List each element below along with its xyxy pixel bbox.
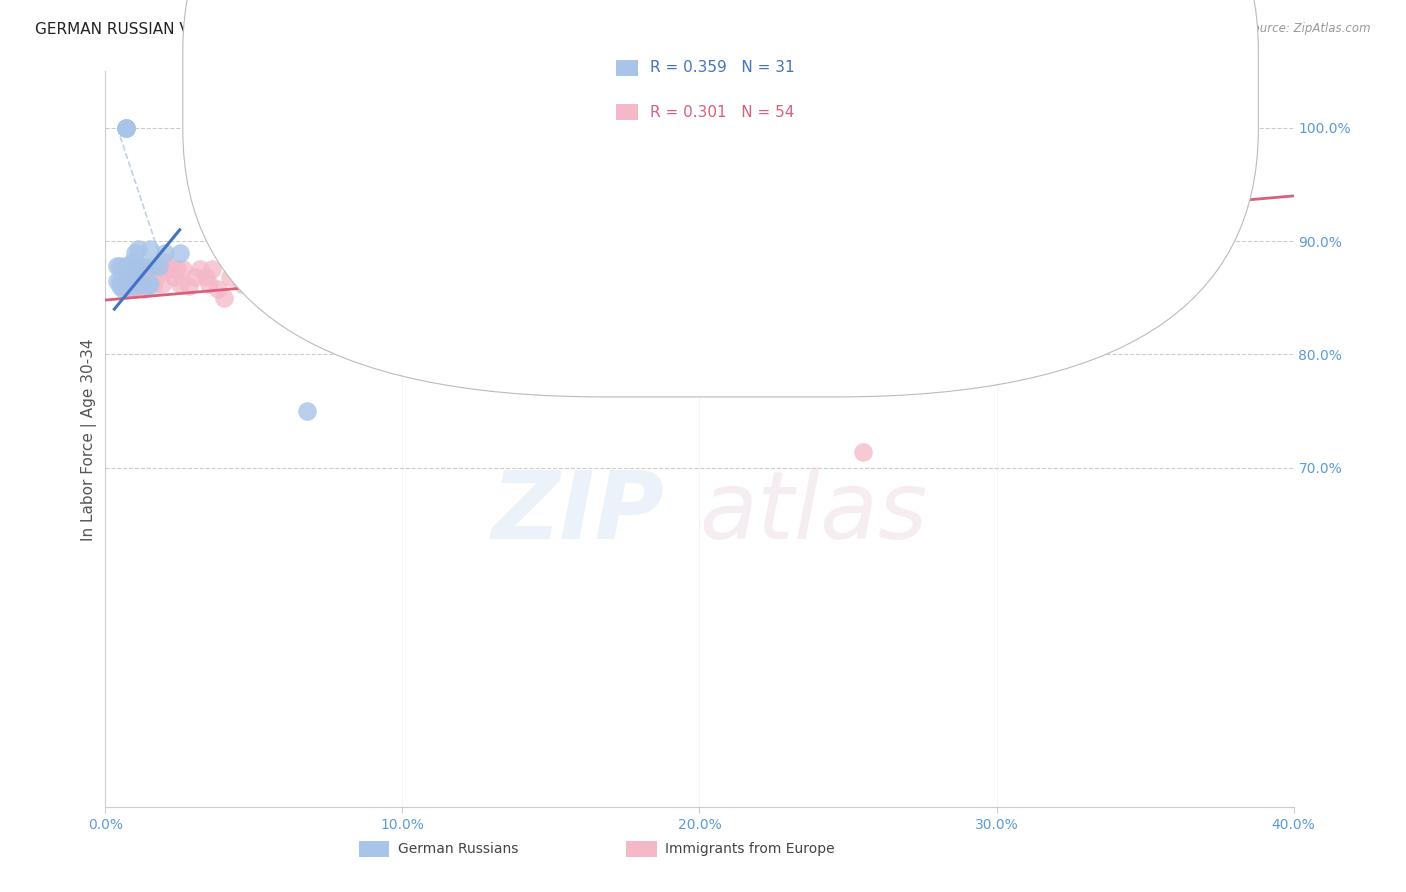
Point [121,262,143,277]
Point [110,259,132,273]
Text: Source: ZipAtlas.com: Source: ZipAtlas.com [1246,22,1371,36]
Point [124,245,146,260]
Point [115,120,138,135]
Point [105,274,128,288]
Point [159,262,181,277]
Point [243,262,266,277]
Point [297,404,319,418]
Point [177,279,200,293]
Text: GERMAN RUSSIAN VS IMMIGRANTS FROM EUROPE IN LABOR FORCE | AGE 30-34 CORRELATION : GERMAN RUSSIAN VS IMMIGRANTS FROM EUROPE… [35,22,818,38]
Point [121,254,143,268]
Point [207,282,229,296]
Point [852,444,875,458]
Point [153,245,176,260]
Point [124,282,146,296]
Text: ZIP: ZIP [491,467,664,559]
Point [115,259,138,273]
Point [273,270,295,285]
Point [150,277,173,292]
Y-axis label: In Labor Force | Age 30-34: In Labor Force | Age 30-34 [82,338,97,541]
Point [370,277,392,292]
Point [733,268,755,282]
Point [163,270,186,285]
Point [465,282,488,296]
Text: German Russians: German Russians [398,842,519,856]
Point [1149,120,1171,135]
Point [792,277,814,292]
Point [166,262,188,277]
Point [129,259,152,273]
Point [195,270,218,285]
Point [124,262,146,277]
Point [169,245,191,260]
Point [105,259,128,273]
Point [703,269,725,284]
Point [190,262,212,277]
Point [129,277,152,292]
Point [115,120,138,135]
Point [118,282,141,296]
Point [129,262,152,277]
Point [172,262,194,277]
Point [214,291,236,305]
Text: R = 0.301   N = 54: R = 0.301 N = 54 [650,105,794,120]
Point [118,277,141,292]
Point [115,277,138,292]
Point [614,270,637,285]
Point [112,282,135,296]
Point [142,259,165,273]
Text: atlas: atlas [700,467,928,558]
Point [115,120,138,135]
Point [121,270,143,285]
Text: R = 0.359   N = 31: R = 0.359 N = 31 [650,61,794,75]
Point [121,282,143,296]
Point [308,282,330,296]
Point [145,270,167,285]
Point [136,262,159,277]
Point [110,274,132,288]
Point [142,279,165,293]
Point [127,242,149,256]
Point [148,259,170,273]
Point [132,282,155,296]
Point [139,242,162,256]
Point [436,279,458,293]
Text: Immigrants from Europe: Immigrants from Europe [665,842,835,856]
Point [231,277,253,292]
Point [159,262,181,277]
Point [110,262,132,277]
Point [132,259,155,273]
Point [356,262,378,277]
Point [148,262,170,277]
Point [219,270,242,285]
Point [257,282,280,296]
Point [183,270,205,285]
Point [127,262,149,277]
Point [337,277,360,292]
Point [169,277,191,292]
Point [287,277,309,292]
Point [198,277,221,292]
Point [139,270,162,285]
Point [139,277,162,292]
Point [554,282,576,296]
Point [118,262,141,277]
Point [201,262,224,277]
Point [124,279,146,293]
Point [297,198,319,212]
Point [153,254,176,268]
Point [391,211,413,226]
Point [124,274,146,288]
Point [136,279,159,293]
Point [110,279,132,293]
Point [127,262,149,277]
Point [112,279,135,293]
Point [316,282,339,296]
Point [112,277,135,292]
